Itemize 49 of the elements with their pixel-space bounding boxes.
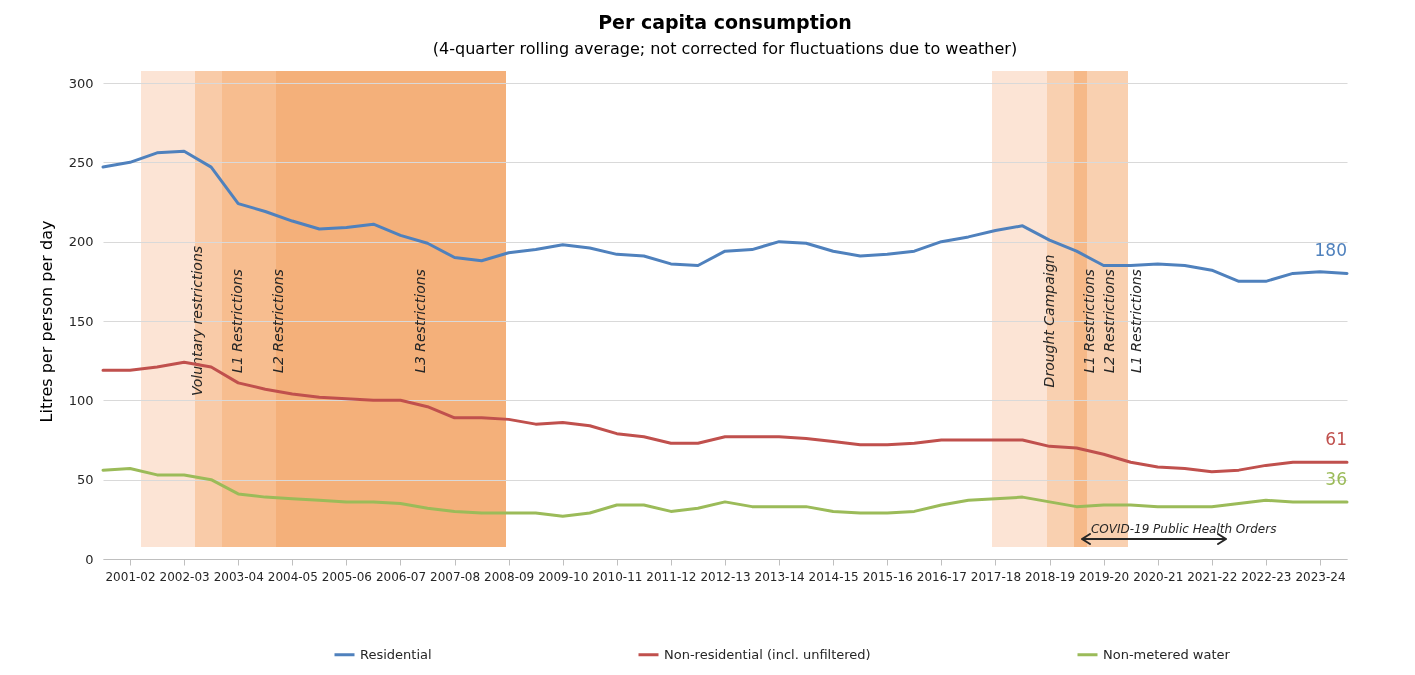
data-label: 36 [1325, 468, 1347, 489]
y-tick-label: 250 [68, 154, 94, 170]
x-tick-label: 2009-10 [538, 569, 589, 584]
y-tick-label: 100 [68, 392, 94, 408]
x-tick-label: 2001-02 [105, 569, 156, 584]
chart-subtitle: (4-quarter rolling average; not corrected for fluctuations due to weather) [432, 39, 1018, 58]
annotation: COVID-19 Public Health Orders [1090, 522, 1277, 536]
x-tick-label: 2005-06 [321, 569, 372, 584]
annotation: L3 Restrictions [411, 269, 428, 373]
x-tick-label: 2017-18 [970, 569, 1022, 584]
x-tick-label: 2015-16 [862, 569, 913, 584]
x-tick-label: 2021-22 [1187, 569, 1238, 584]
y-tick-label: 50 [76, 472, 94, 488]
x-tick-label: 2003-04 [213, 569, 264, 584]
x-tick-label: 2008-09 [484, 569, 535, 584]
annotation: Drought Campaign [1040, 254, 1057, 388]
annotation: L2 Restrictions [1101, 269, 1118, 373]
x-tick-label: 2020-21 [1133, 569, 1184, 584]
y-tick-label: 150 [68, 313, 94, 329]
chart-title: Per capita consumption [598, 11, 852, 33]
x-tick-label: 2023-24 [1295, 569, 1346, 584]
x-tick-label: 2002-03 [159, 569, 210, 584]
x-tick-label: 2014-15 [808, 569, 859, 584]
annotation: L1 Restrictions [1128, 269, 1145, 373]
legend-label: Non-metered water [1103, 646, 1231, 662]
annotation: Voluntary restrictions [188, 245, 205, 397]
x-tick-label: 2007-08 [429, 569, 481, 584]
x-tick-label: 2016-17 [916, 569, 967, 584]
x-tick-label: 2011-12 [646, 569, 697, 584]
y-tick-label: 200 [68, 234, 94, 250]
x-tick-label: 2022-23 [1241, 569, 1292, 584]
x-tick-label: 2018-19 [1024, 569, 1076, 584]
x-tick-label: 2006-07 [375, 569, 427, 584]
y-tick-label: 0 [85, 551, 94, 567]
annotation: L2 Restrictions [269, 269, 286, 373]
x-tick-label: 2012-13 [700, 569, 751, 584]
x-tick-label: 2013-14 [754, 569, 805, 584]
legend-label: Non-residential (incl. unfiltered) [664, 646, 871, 662]
data-label: 61 [1325, 429, 1347, 450]
y-tick-label: 300 [68, 75, 94, 91]
legend-label: Residential [360, 646, 432, 662]
annotation: L1 Restrictions [229, 269, 246, 373]
x-tick-label: 2010-11 [592, 569, 643, 584]
data-label: 180 [1314, 240, 1347, 261]
annotation: L1 Restrictions [1081, 269, 1098, 373]
x-tick-label: 2004-05 [267, 569, 318, 584]
x-tick-label: 2019-20 [1079, 569, 1130, 584]
line-series [101, 467, 1349, 518]
y-axis-title: Litres per person per day [36, 220, 56, 423]
